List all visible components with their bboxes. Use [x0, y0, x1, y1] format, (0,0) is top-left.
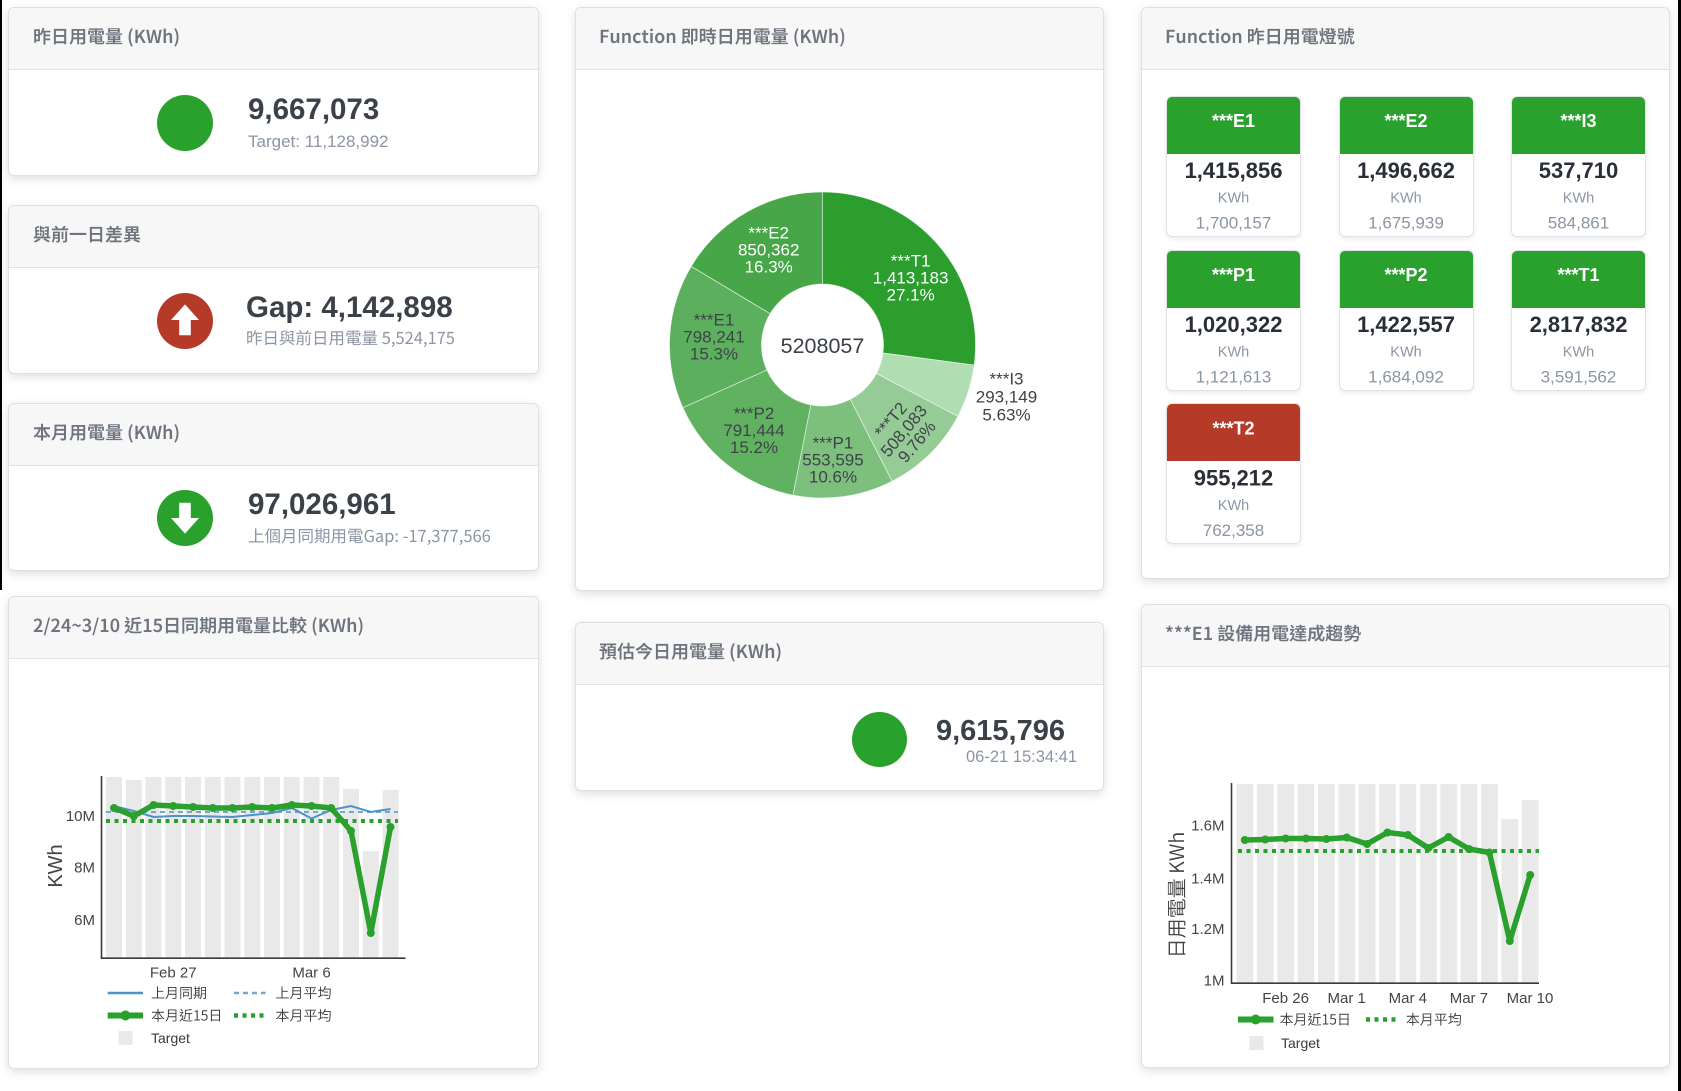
svg-text:2,817,832: 2,817,832 — [1530, 312, 1628, 337]
svg-text:Mar 1: Mar 1 — [1328, 990, 1366, 1007]
svg-text:Mar 4: Mar 4 — [1389, 990, 1427, 1007]
svg-text:Target: Target — [1281, 1035, 1320, 1051]
svg-text:1,496,662: 1,496,662 — [1357, 158, 1455, 183]
svg-text:Gap: 4,142,898: Gap: 4,142,898 — [246, 291, 453, 324]
svg-text:10M: 10M — [66, 808, 95, 825]
svg-text:1,684,092: 1,684,092 — [1368, 368, 1444, 387]
svg-text:***E2: ***E2 — [1384, 111, 1427, 131]
svg-text:1.6M: 1.6M — [1191, 818, 1224, 835]
svg-text:1,675,939: 1,675,939 — [1368, 214, 1444, 233]
svg-text:1,020,322: 1,020,322 — [1185, 312, 1283, 337]
svg-text:850,362: 850,362 — [738, 241, 799, 260]
svg-text:537,710: 537,710 — [1539, 158, 1619, 183]
svg-text:1,422,557: 1,422,557 — [1357, 312, 1455, 337]
svg-text:9,667,073: 9,667,073 — [248, 93, 379, 126]
svg-text:9,615,796: 9,615,796 — [936, 715, 1065, 747]
svg-text:***T1: ***T1 — [891, 252, 931, 271]
svg-text:97,026,961: 97,026,961 — [248, 488, 396, 521]
svg-text:***P1: ***P1 — [1212, 265, 1255, 285]
svg-text:5208057: 5208057 — [781, 334, 865, 358]
svg-text:***I3: ***I3 — [989, 370, 1023, 389]
svg-text:KWh: KWh — [1218, 498, 1249, 514]
svg-text:1,700,157: 1,700,157 — [1196, 214, 1272, 233]
svg-text:3,591,562: 3,591,562 — [1541, 368, 1617, 387]
svg-text:6M: 6M — [74, 912, 95, 929]
svg-text:584,861: 584,861 — [1548, 214, 1609, 233]
svg-text:***P1: ***P1 — [813, 434, 854, 453]
svg-text:***E1: ***E1 — [694, 311, 735, 330]
svg-text:***P2: ***P2 — [734, 404, 775, 423]
svg-text:955,212: 955,212 — [1194, 466, 1274, 491]
svg-text:06-21 15:34:41: 06-21 15:34:41 — [966, 748, 1077, 766]
svg-text:1,415,856: 1,415,856 — [1185, 158, 1283, 183]
svg-text:***I3: ***I3 — [1560, 111, 1596, 131]
svg-text:KWh: KWh — [1218, 191, 1249, 207]
svg-text:KWh: KWh — [45, 844, 67, 887]
svg-text:***P2: ***P2 — [1384, 265, 1427, 285]
svg-text:15.2%: 15.2% — [730, 438, 778, 457]
svg-text:Feb 26: Feb 26 — [1262, 990, 1309, 1007]
svg-text:762,358: 762,358 — [1203, 521, 1264, 540]
svg-text:***E1: ***E1 — [1212, 111, 1255, 131]
svg-text:***T2: ***T2 — [1212, 419, 1254, 439]
svg-text:1.2M: 1.2M — [1191, 921, 1224, 938]
svg-text:KWh: KWh — [1563, 191, 1594, 207]
svg-text:553,595: 553,595 — [802, 451, 863, 470]
svg-text:Target: 11,128,992: Target: 11,128,992 — [248, 132, 389, 151]
svg-text:791,444: 791,444 — [723, 421, 784, 440]
svg-text:***T1: ***T1 — [1557, 265, 1599, 285]
svg-text:16.3%: 16.3% — [745, 258, 793, 277]
svg-text:KWh: KWh — [1390, 191, 1421, 207]
svg-text:Feb 27: Feb 27 — [150, 965, 197, 982]
svg-text:8M: 8M — [74, 859, 95, 876]
svg-text:1M: 1M — [1204, 972, 1225, 989]
svg-text:Mar 10: Mar 10 — [1507, 990, 1554, 1007]
svg-text:KWh: KWh — [1563, 345, 1594, 361]
svg-text:1,121,613: 1,121,613 — [1196, 368, 1272, 387]
svg-text:***E2: ***E2 — [748, 224, 789, 243]
svg-text:KWh: KWh — [1390, 345, 1421, 361]
svg-text:27.1%: 27.1% — [886, 286, 934, 305]
svg-text:Target: Target — [151, 1030, 190, 1046]
svg-text:798,241: 798,241 — [683, 328, 744, 347]
svg-text:1,413,183: 1,413,183 — [873, 269, 949, 288]
svg-text:1.4M: 1.4M — [1191, 870, 1224, 887]
svg-text:10.6%: 10.6% — [809, 468, 857, 487]
svg-text:293,149: 293,149 — [976, 388, 1037, 407]
svg-text:KWh: KWh — [1218, 345, 1249, 361]
svg-text:5.63%: 5.63% — [982, 406, 1030, 425]
svg-text:Mar 6: Mar 6 — [292, 965, 330, 982]
svg-text:15.3%: 15.3% — [690, 345, 738, 364]
svg-text:Mar 7: Mar 7 — [1450, 990, 1488, 1007]
